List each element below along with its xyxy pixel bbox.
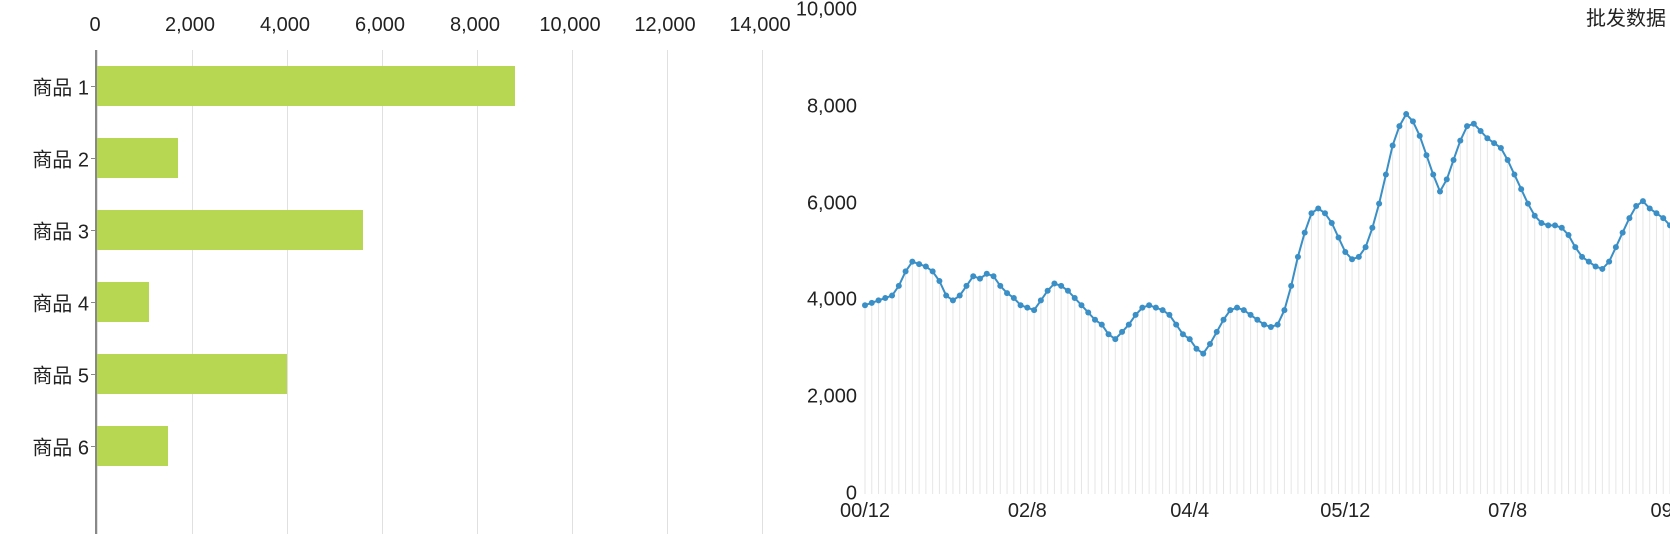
bar-chart-gridline xyxy=(762,50,763,534)
line-chart-y-tick: 8,000 xyxy=(807,95,857,118)
bar-chart-x-tick: 8,000 xyxy=(450,14,500,37)
bar-chart-gridline xyxy=(382,50,383,534)
bar-chart-category-label: 商品 1 xyxy=(32,72,89,101)
line-chart-y-tick: 6,000 xyxy=(807,192,857,215)
bar-chart-bar xyxy=(97,354,287,394)
bar-chart-x-tick: 6,000 xyxy=(355,14,405,37)
bar-chart-plot: 商品 1商品 2商品 3商品 4商品 5商品 6 xyxy=(95,50,760,534)
bar-chart-x-tick: 10,000 xyxy=(539,14,600,37)
line-chart-y-tick: 10,000 xyxy=(796,0,857,22)
bar-chart-x-tick: 4,000 xyxy=(260,14,310,37)
bar-chart-bar xyxy=(97,66,515,106)
bar-chart-gridline xyxy=(287,50,288,534)
line-chart-x-tick: 09/4 xyxy=(1651,500,1670,523)
line-chart-x-tick: 02/8 xyxy=(1008,500,1047,523)
line-chart-markers xyxy=(862,111,1670,357)
line-chart-droplines xyxy=(865,114,1670,494)
line-chart: 批发数据 02,0004,0006,0008,00010,00000/1202/… xyxy=(780,0,1670,534)
bar-chart-category-label: 商品 2 xyxy=(32,144,89,173)
line-chart-svg xyxy=(865,10,1670,494)
bar-chart-bar xyxy=(97,426,168,466)
line-chart-plot: 02,0004,0006,0008,00010,00000/1202/804/4… xyxy=(865,10,1670,494)
bar-chart-bar xyxy=(97,210,363,250)
bar-chart-x-tick: 2,000 xyxy=(165,14,215,37)
bar-chart-x-tick: 0 xyxy=(89,14,100,37)
bar-chart-x-tick: 12,000 xyxy=(634,14,695,37)
bar-chart-category-label: 商品 3 xyxy=(32,216,89,245)
charts-container: 商品 1商品 2商品 3商品 4商品 5商品 6 02,0004,0006,00… xyxy=(0,0,1670,534)
bar-chart-gridline xyxy=(667,50,668,534)
bar-chart-category-label: 商品 4 xyxy=(32,288,89,317)
bar-chart-bar xyxy=(97,282,149,322)
line-chart-x-tick: 00/12 xyxy=(840,500,890,523)
line-chart-series-line xyxy=(865,114,1670,354)
bar-chart-gridline xyxy=(477,50,478,534)
line-chart-y-tick: 4,000 xyxy=(807,289,857,312)
bar-chart-gridline xyxy=(192,50,193,534)
line-chart-x-tick: 07/8 xyxy=(1488,500,1527,523)
bar-chart-category-label: 商品 5 xyxy=(32,360,89,389)
bar-chart: 商品 1商品 2商品 3商品 4商品 5商品 6 02,0004,0006,00… xyxy=(0,0,760,534)
bar-chart-gridline xyxy=(572,50,573,534)
line-chart-x-tick: 05/12 xyxy=(1320,500,1370,523)
bar-chart-bar xyxy=(97,138,178,178)
line-chart-x-tick: 04/4 xyxy=(1170,500,1209,523)
line-chart-y-tick: 2,000 xyxy=(807,386,857,409)
bar-chart-category-label: 商品 6 xyxy=(32,432,89,461)
